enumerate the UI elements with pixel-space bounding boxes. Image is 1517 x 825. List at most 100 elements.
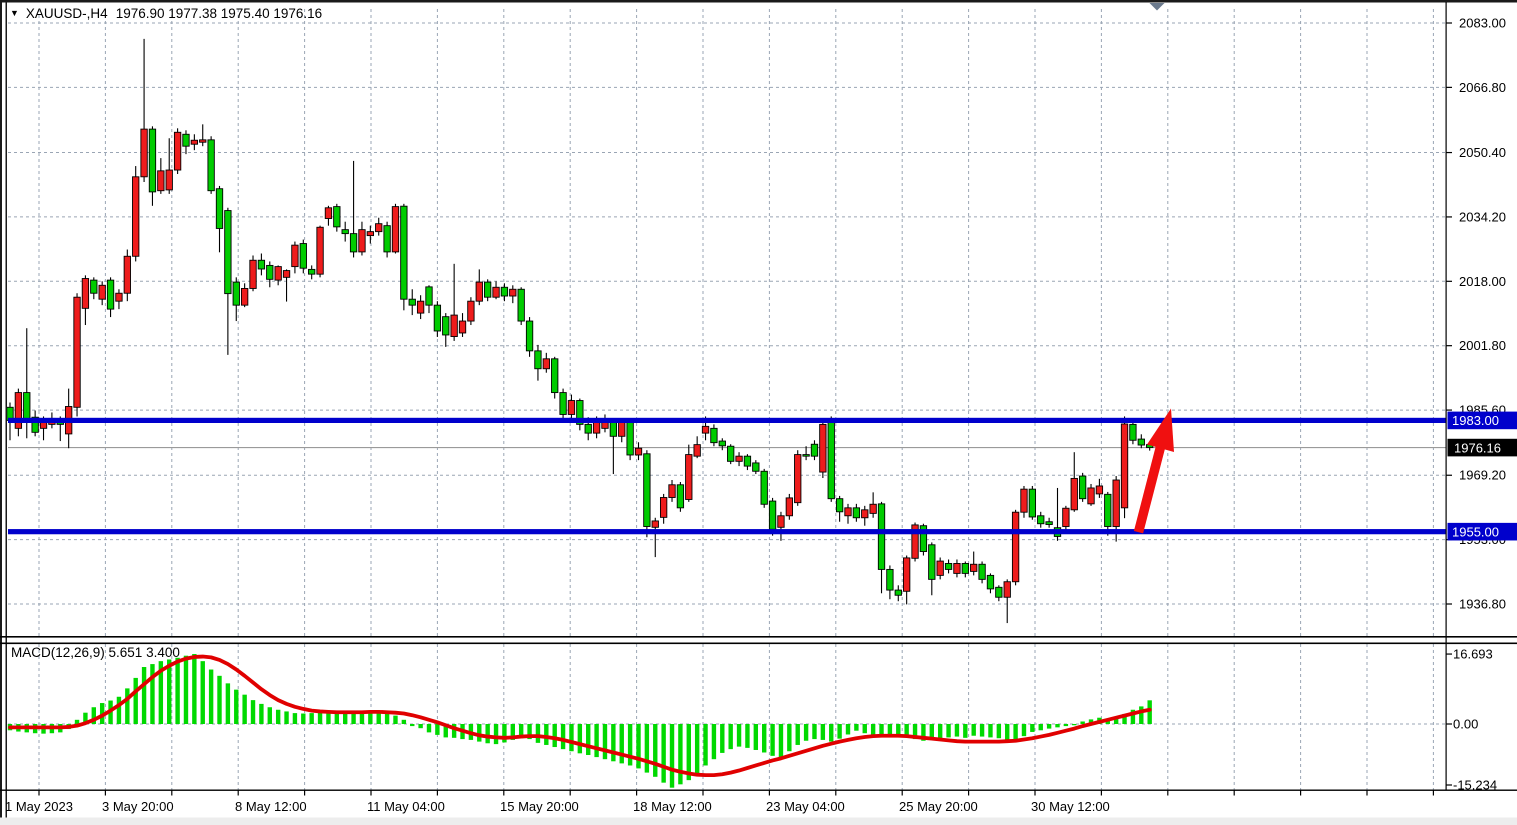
time-tick-label: 11 May 04:00 (367, 799, 445, 814)
candle (39, 421, 48, 429)
trend-arrow-head[interactable] (1147, 408, 1174, 453)
time-axis[interactable]: 1 May 2023 3 May 20:00 8 May 12:00 11 May 0… (5, 789, 1435, 815)
candle (173, 131, 182, 171)
macd-bar (644, 724, 650, 773)
macd-bar (200, 661, 205, 724)
candle (442, 316, 450, 336)
panel-separator-top[interactable] (0, 636, 1517, 638)
macd-bar (1021, 724, 1027, 737)
macd-bar (753, 724, 759, 750)
candle (349, 233, 358, 253)
macd-bar (393, 715, 398, 724)
candle (810, 443, 819, 457)
candle (1070, 477, 1078, 511)
macd-bar (74, 719, 80, 724)
macd-bar (653, 724, 658, 777)
macd-bar (544, 724, 549, 745)
candle (752, 462, 760, 472)
macd-bar (443, 724, 448, 738)
candle (450, 314, 458, 337)
macd-bar (971, 724, 976, 736)
candle (73, 296, 81, 408)
support-resistance-line[interactable] (8, 417, 1446, 423)
candle (266, 264, 274, 280)
current-price-badge (1447, 438, 1517, 457)
candle (391, 206, 400, 253)
macd-bar (778, 724, 784, 758)
macd-bar (627, 724, 633, 766)
candle (643, 453, 651, 527)
candle (240, 288, 249, 306)
macd-bar (426, 724, 432, 733)
macd-bar (619, 724, 624, 764)
macd-bar (485, 724, 490, 744)
macd-bar (929, 724, 934, 740)
candle (626, 421, 634, 456)
time-tick-label: 1 May 2023 (5, 799, 73, 814)
current-price-badge-label: 1976.16 (1454, 440, 1501, 455)
candle (375, 223, 383, 233)
candle (584, 423, 592, 434)
macd-bar (770, 724, 775, 756)
macd-bar (502, 724, 507, 743)
macd-bar (158, 661, 164, 724)
arrow-layer[interactable] (1133, 408, 1175, 534)
price-tick-label: 2083.00 (1459, 16, 1506, 31)
candle (484, 281, 492, 298)
symbol-dropdown-icon[interactable]: ▼ (10, 8, 19, 18)
macd-bar (192, 654, 197, 724)
candle (500, 286, 509, 297)
candle (257, 259, 266, 270)
candle (148, 128, 157, 193)
candle (1104, 493, 1112, 527)
support-resistance-line[interactable] (8, 529, 1446, 535)
candle (634, 447, 643, 456)
macd-bar (510, 724, 515, 740)
macd-bar (133, 677, 138, 724)
candle (1095, 485, 1104, 495)
macd-bar (854, 724, 859, 731)
candle (735, 455, 743, 462)
macd-axis[interactable]: 16.693 0.00 -15.234 (1445, 647, 1498, 793)
candle (333, 206, 341, 228)
trend-arrow-shaft[interactable] (1133, 445, 1166, 534)
chart-shift-marker[interactable] (1149, 3, 1165, 11)
candle (953, 563, 961, 574)
price-axis[interactable]: 2083.00 2066.80 2050.40 2034.20 2018.00 2001.… (1445, 16, 1507, 612)
macd-bar (1130, 709, 1136, 724)
macd-bar (921, 724, 926, 741)
candle (308, 268, 316, 275)
candle (777, 515, 785, 528)
macd-bar (309, 713, 314, 724)
candle (1062, 507, 1070, 527)
macd-bar (736, 724, 742, 747)
candle (785, 497, 793, 517)
macd-bar (611, 724, 616, 762)
candle (827, 421, 835, 500)
macd-bar (711, 724, 717, 760)
macd-bar (317, 712, 323, 724)
macd-bar (912, 724, 918, 740)
candle (1087, 487, 1095, 505)
candle (576, 400, 584, 425)
macd-bar (837, 724, 842, 739)
macd-bar (477, 724, 482, 742)
time-tick-label: 15 May 20:00 (500, 799, 579, 814)
candle (743, 455, 752, 467)
candle (693, 444, 701, 457)
macd-bar (91, 707, 96, 724)
levels-layer[interactable] (8, 417, 1446, 535)
candle (215, 188, 224, 229)
macd-bar (301, 713, 306, 724)
candle (1112, 479, 1120, 527)
candle (551, 358, 559, 394)
candle (928, 544, 936, 580)
macd-bar (787, 724, 792, 752)
candle (903, 557, 911, 592)
candle (81, 278, 90, 309)
candle (1037, 515, 1045, 525)
candle (98, 284, 106, 300)
candle (877, 503, 886, 570)
macd-bar (1063, 724, 1069, 727)
